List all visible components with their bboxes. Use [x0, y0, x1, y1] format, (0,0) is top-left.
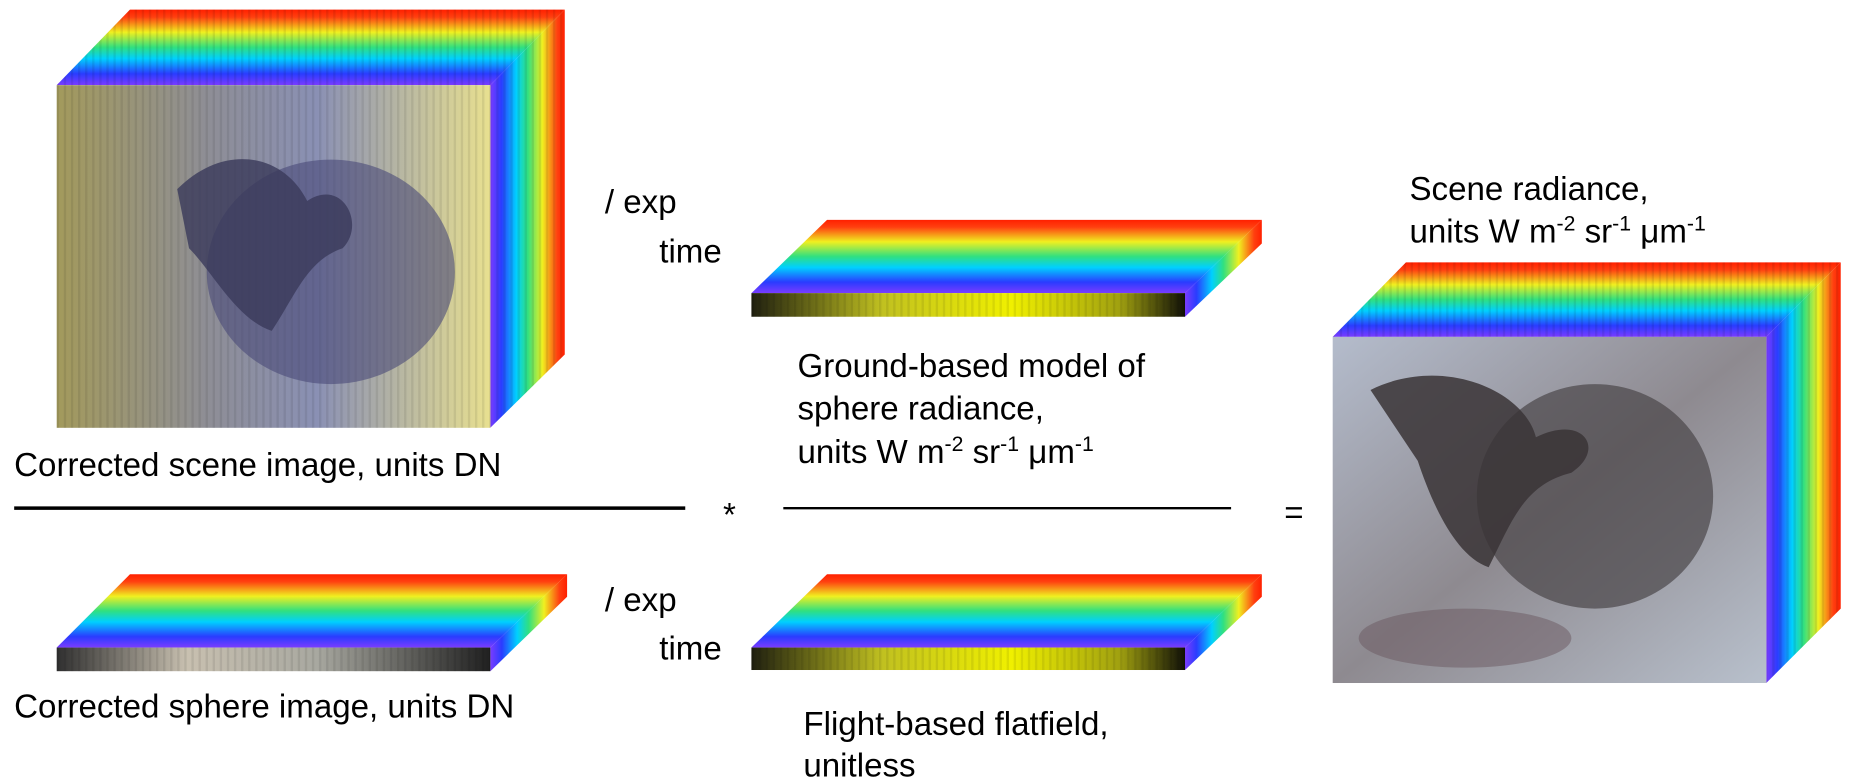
model-label: Ground-based model of [797, 348, 1145, 385]
operator: * [723, 497, 736, 534]
operator: / exp [605, 582, 677, 619]
model-label: sphere radiance, [797, 391, 1043, 428]
scene-cube [57, 10, 565, 428]
radiance-label: Scene radiance, [1409, 171, 1648, 208]
model-units: units W m-2 sr-1 μm-1 [797, 432, 1093, 471]
flatfield-slab [751, 574, 1261, 670]
radiance-units: units W m-2 sr-1 μm-1 [1409, 211, 1705, 250]
operator: time [659, 233, 722, 270]
unit-text: μm [1019, 434, 1075, 471]
flatfield-label: Flight-based flatfield, [803, 706, 1108, 743]
unit-exponent: -1 [1000, 432, 1019, 456]
unit-text: units W m [1409, 213, 1556, 250]
operator: time [659, 630, 722, 667]
unit-text: sr [1575, 213, 1612, 250]
operator: = [1284, 495, 1303, 532]
flatfield-label: unitless [803, 747, 915, 780]
unit-exponent: -1 [1075, 432, 1094, 456]
unit-exponent: -1 [1612, 211, 1631, 235]
scene-label: Corrected scene image, units DN [14, 447, 501, 484]
unit-exponent: -2 [1557, 211, 1576, 235]
unit-exponent: -1 [1687, 211, 1706, 235]
unit-text: sr [963, 434, 1000, 471]
unit-exponent: -2 [945, 432, 964, 456]
unit-text: μm [1631, 213, 1687, 250]
diagram: Corrected scene image, units DN Correcte… [0, 0, 1849, 780]
sphere-label: Corrected sphere image, units DN [14, 688, 514, 725]
operator: / exp [605, 184, 677, 221]
unit-text: units W m [797, 434, 944, 471]
result-cube [1333, 262, 1841, 683]
model-slab [751, 220, 1261, 317]
sphere-slab [57, 574, 567, 671]
